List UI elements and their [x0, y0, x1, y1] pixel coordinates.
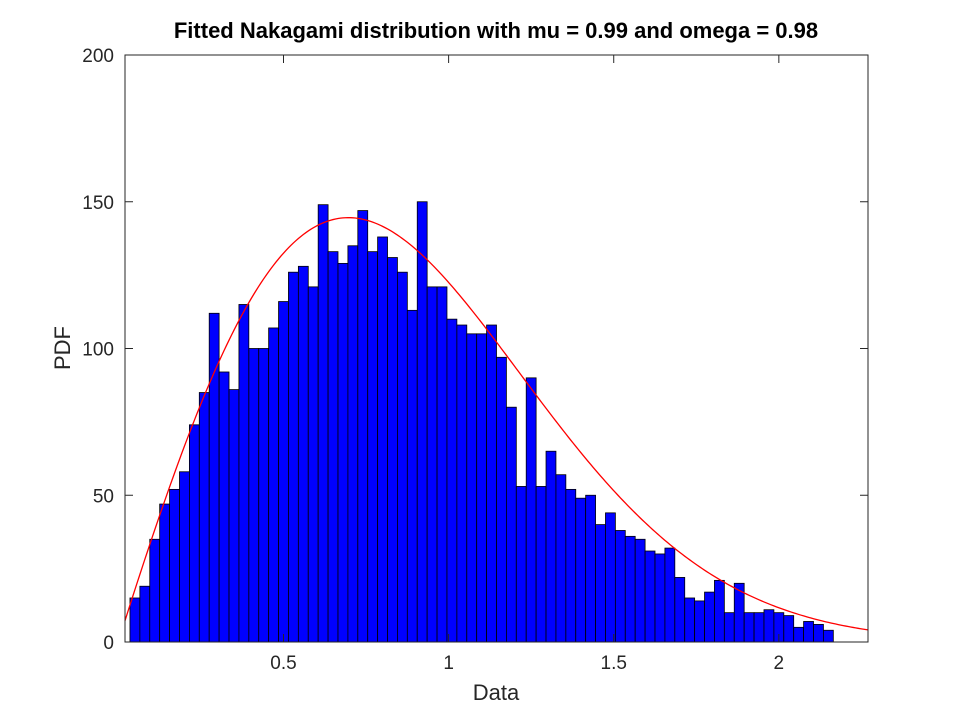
x-tick-label: 2	[774, 653, 785, 674]
fit-curve-line	[124, 217, 869, 631]
histogram-bar	[387, 257, 398, 643]
histogram-bar	[406, 309, 418, 643]
histogram-bar	[664, 547, 676, 643]
histogram-bar	[525, 377, 537, 643]
histogram-bar	[179, 471, 190, 643]
axis-ticks: 0.5 1 1.5 2 0 50 100 150 200	[82, 46, 868, 674]
x-axis-label: Data	[473, 680, 520, 705]
histogram-bar	[723, 612, 735, 643]
histogram-bar	[297, 265, 309, 643]
histogram-bar	[496, 356, 507, 643]
histogram-bar	[634, 538, 646, 643]
y-tick-label: 200	[82, 46, 114, 67]
histogram-bar	[793, 626, 805, 643]
histogram-bar	[238, 304, 250, 643]
histogram-bar	[506, 406, 517, 643]
histogram-bar	[614, 530, 626, 643]
histogram-bar	[357, 210, 369, 643]
histogram-bar	[327, 251, 339, 643]
histogram-bar	[347, 245, 359, 643]
histogram-bar	[188, 424, 200, 643]
histogram-bar	[535, 486, 547, 643]
histogram-bar	[545, 450, 557, 643]
histogram-bar	[337, 262, 349, 643]
histogram-bar	[317, 204, 329, 643]
histogram-bar	[456, 324, 468, 643]
histogram-bar	[555, 474, 567, 643]
x-tick-label: 1.5	[601, 653, 627, 674]
histogram-bar	[288, 271, 299, 643]
histogram-bar	[783, 615, 795, 643]
histogram-bar	[129, 597, 141, 643]
histogram-bar	[476, 333, 487, 643]
histogram-bar	[813, 623, 824, 643]
histogram-bar	[426, 286, 438, 643]
y-axis-label: PDF	[50, 326, 75, 370]
histogram-bar	[595, 524, 606, 643]
x-tick-label: 1	[443, 653, 454, 674]
histogram-bar	[763, 609, 775, 643]
histogram-bar	[684, 597, 696, 643]
y-tick-label: 100	[82, 340, 114, 361]
chart-title: Fitted Nakagami distribution with mu = 0…	[174, 18, 818, 43]
histogram-bar	[436, 286, 448, 643]
histogram-bar	[823, 629, 834, 643]
histogram-bar	[159, 503, 170, 643]
histogram-bar	[198, 392, 210, 643]
histogram-bar	[674, 577, 686, 643]
histogram-bar	[753, 612, 765, 643]
histogram-bar	[258, 348, 270, 643]
histogram-bar	[466, 333, 478, 643]
histogram-bar	[367, 251, 379, 643]
histogram-bar	[803, 621, 814, 643]
y-tick-label: 50	[93, 486, 114, 507]
y-tick-label: 150	[82, 193, 114, 214]
histogram-bar	[654, 553, 666, 643]
histogram-bar	[605, 512, 616, 643]
histogram-bar	[486, 324, 497, 643]
histogram-bar	[397, 271, 408, 643]
histogram-bar	[624, 535, 636, 643]
y-tick-label: 0	[103, 633, 114, 654]
histogram-bar	[218, 371, 230, 643]
histogram-bar	[169, 488, 180, 643]
histogram-bar	[278, 301, 289, 643]
histogram-bars	[129, 201, 834, 643]
histogram-bar	[307, 286, 319, 643]
histogram-bar	[228, 389, 240, 643]
histogram-bar	[714, 579, 725, 643]
histogram-bar	[704, 591, 715, 643]
histogram-bar	[515, 486, 527, 643]
histogram-bar	[268, 327, 279, 643]
histogram-bar	[149, 538, 161, 643]
histogram-bar	[248, 348, 260, 643]
histogram-bar	[208, 312, 220, 643]
histogram-bar	[377, 236, 388, 643]
histogram-bar	[446, 318, 458, 643]
histogram-bar	[743, 612, 755, 643]
histogram-bar	[644, 550, 656, 643]
histogram-bar	[416, 201, 428, 643]
histogram-bar	[139, 585, 151, 643]
x-tick-label: 0.5	[270, 653, 296, 674]
histogram-bar	[585, 494, 596, 643]
histogram-bar	[565, 488, 577, 643]
histogram-bar	[694, 600, 705, 643]
histogram-bar	[575, 497, 587, 643]
